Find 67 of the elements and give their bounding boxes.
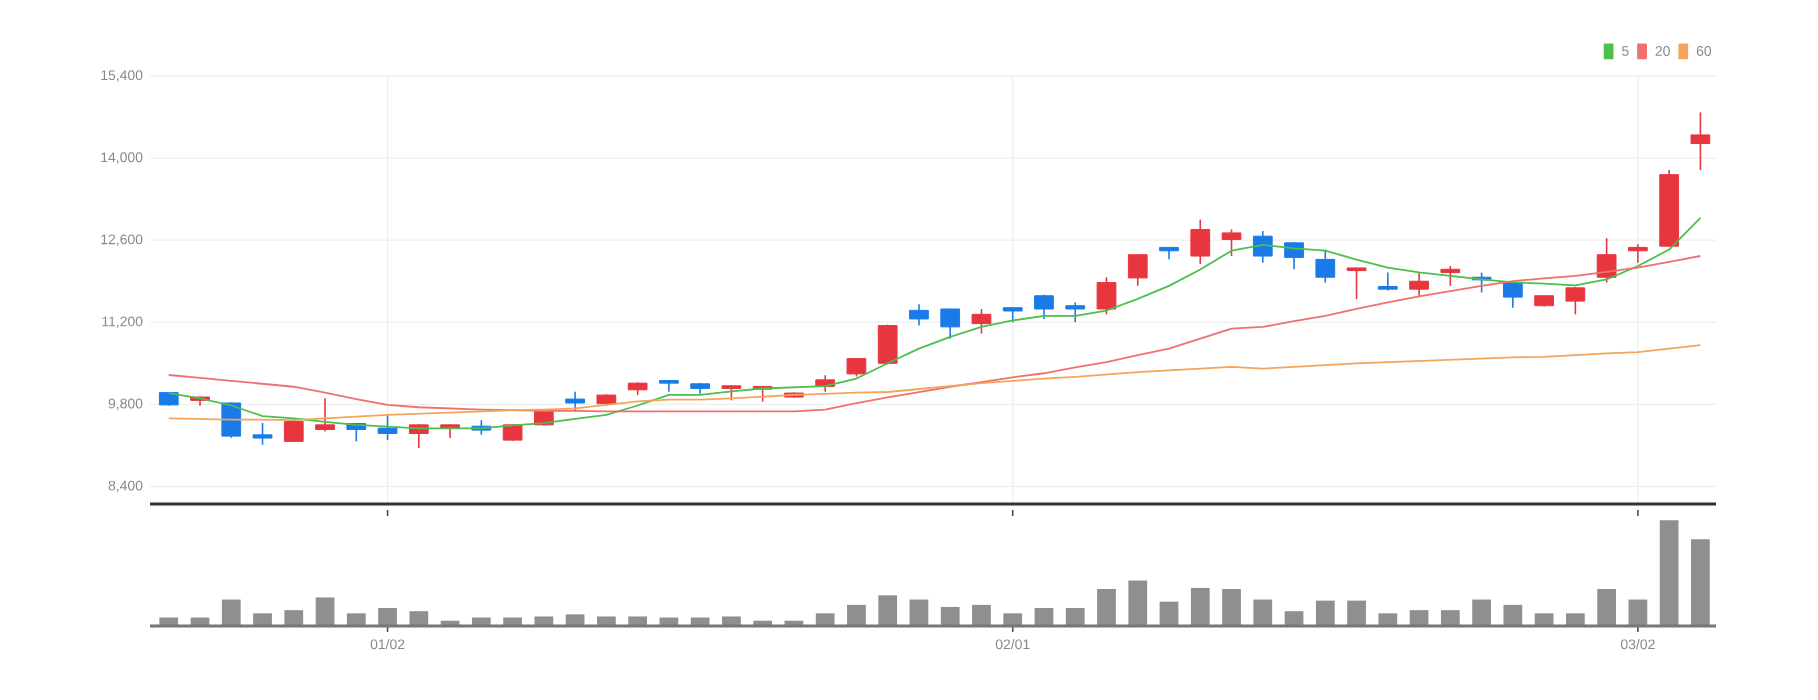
candlestick <box>221 401 242 439</box>
candlestick <box>377 414 398 441</box>
candlestick <box>1409 271 1429 297</box>
bar <box>565 614 585 626</box>
candlestick <box>1565 286 1586 316</box>
bar <box>1503 604 1523 626</box>
candlestick <box>565 390 585 413</box>
bar <box>1065 608 1085 626</box>
bar <box>1284 611 1304 626</box>
candlestick <box>1596 237 1617 284</box>
bar <box>1315 600 1335 626</box>
candlestick <box>1190 218 1211 265</box>
bar <box>1691 539 1710 626</box>
bar <box>534 616 554 626</box>
bar <box>1440 610 1460 626</box>
bar <box>722 616 741 626</box>
bar <box>378 608 397 626</box>
bar <box>847 604 866 626</box>
candlestick <box>1034 293 1054 320</box>
bar <box>1409 610 1429 626</box>
bar <box>878 595 898 626</box>
bar <box>1597 588 1616 626</box>
candlestick <box>971 308 992 335</box>
candlestick <box>1221 228 1242 257</box>
bar <box>1190 587 1210 626</box>
bar <box>1565 613 1585 626</box>
candlestick <box>1096 276 1117 316</box>
candlestick <box>315 397 335 433</box>
bar <box>315 597 335 626</box>
bar <box>972 604 991 626</box>
candlestick <box>1628 243 1648 264</box>
candlestick <box>1346 266 1367 300</box>
candlestick <box>1440 265 1461 287</box>
bar <box>1472 599 1491 626</box>
bar <box>1347 600 1366 626</box>
bar <box>253 613 272 626</box>
bar <box>346 613 366 626</box>
candlestick <box>1377 271 1398 292</box>
candlestick <box>1127 253 1148 287</box>
candlestick <box>1502 281 1523 309</box>
candlestick <box>940 307 961 340</box>
bar <box>815 613 835 626</box>
candlestick <box>1252 230 1273 264</box>
bar <box>909 599 929 626</box>
bar <box>1222 588 1241 626</box>
candlestick <box>909 303 929 327</box>
bar <box>284 610 304 626</box>
bar <box>1128 580 1148 626</box>
candlestick <box>1690 111 1711 171</box>
bar <box>1628 599 1648 626</box>
bar <box>940 606 960 626</box>
candlestick <box>1065 301 1086 324</box>
bar <box>1534 613 1554 626</box>
bar <box>628 616 648 626</box>
candlestick <box>846 357 867 378</box>
candlestick <box>252 422 273 446</box>
bar <box>1253 599 1273 626</box>
bar <box>1159 601 1179 626</box>
bar <box>1034 608 1054 626</box>
bar <box>1003 613 1023 626</box>
bar <box>1378 613 1398 626</box>
candlestick <box>1315 248 1336 284</box>
bar <box>221 599 241 626</box>
bar <box>409 611 429 626</box>
bar <box>1659 520 1679 626</box>
bar <box>1097 588 1116 626</box>
bar <box>596 616 616 626</box>
